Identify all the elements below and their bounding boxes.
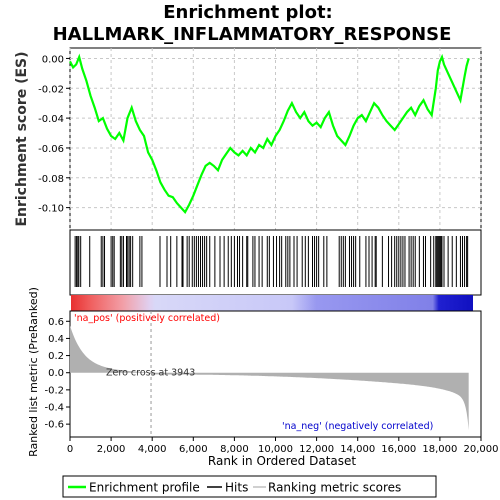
x-tick-label: 4,000 <box>138 444 167 455</box>
metric-y-tick-label: 0.6 <box>48 317 64 328</box>
pos-correlated-label: 'na_pos' (positively correlated) <box>74 313 220 324</box>
x-tick-label: 14,000 <box>340 444 375 455</box>
legend-box <box>62 475 437 498</box>
x-tick-label: 16,000 <box>381 444 416 455</box>
es-y-tick-label: 0.00 <box>42 54 64 65</box>
hits-panel <box>69 229 482 296</box>
legend-hits-label: Hits <box>225 481 248 495</box>
chart-title-line1: Enrichment plot: <box>163 2 333 23</box>
metric-y-tick-label: -0.4 <box>44 403 64 414</box>
metric-y-ticks: -0.6 -0.4 -0.2 0.0 0.2 0.4 0.6 <box>44 317 70 431</box>
es-y-axis-label: Enrichment score (ES) <box>14 51 30 226</box>
metric-y-tick-label: -0.2 <box>44 385 64 396</box>
x-tick-label: 2,000 <box>97 444 126 455</box>
legend: Enrichment profile Hits Ranking metric s… <box>62 475 437 498</box>
metric-x-ticks: 0 2,000 4,000 6,000 8,000 10,000 12,000 14,000 1… <box>67 437 499 455</box>
ranking-metric-area <box>70 325 469 431</box>
enrichment-score-panel: -0.10 -0.08 -0.06 -0.04 -0.02 0.00 Enrichment… <box>14 47 482 231</box>
es-y-tick-label: -0.04 <box>38 114 64 125</box>
x-tick-label: 18,000 <box>422 444 457 455</box>
metric-y-tick-label: -0.6 <box>44 420 64 431</box>
es-y-ticks: -0.10 -0.08 -0.06 -0.04 -0.02 0.00 <box>38 54 70 215</box>
ranked-metric-panel: Zero cross at 3943 'na_pos' (positively … <box>27 287 499 468</box>
chart-title-line2: HALLMARK_INFLAMMATORY_RESPONSE <box>53 24 452 45</box>
neg-correlated-label: 'na_neg' (negatively correlated) <box>282 421 433 432</box>
es-y-tick-label: -0.08 <box>38 174 64 185</box>
hit-markers <box>74 236 469 287</box>
es-y-tick-label: -0.06 <box>38 144 64 155</box>
es-y-tick-label: -0.02 <box>38 84 64 95</box>
x-tick-label: 20,000 <box>464 444 499 455</box>
metric-y-tick-label: 0.2 <box>48 351 64 362</box>
es-y-tick-label: -0.10 <box>38 204 64 215</box>
legend-enrichment-label: Enrichment profile <box>89 481 200 495</box>
x-tick-label: 10,000 <box>258 444 293 455</box>
x-tick-label: 8,000 <box>220 444 249 455</box>
metric-y-tick-label: 0.0 <box>48 368 64 379</box>
x-axis-label: Rank in Ordered Dataset <box>208 454 356 468</box>
x-tick-label: 0 <box>67 444 73 455</box>
es-gridlines <box>69 48 482 230</box>
zero-cross-label: Zero cross at 3943 <box>106 368 195 379</box>
metric-y-axis-label: Ranked list metric (PreRanked) <box>27 287 40 457</box>
ranking-colorbar <box>71 295 473 311</box>
x-tick-label: 12,000 <box>299 444 334 455</box>
metric-y-tick-label: 0.4 <box>48 334 64 345</box>
x-tick-label: 6,000 <box>179 444 208 455</box>
colorbar-gradient <box>71 295 473 311</box>
enrichment-profile-line <box>69 53 470 214</box>
hits-area <box>69 229 482 296</box>
legend-metric-label: Ranking metric scores <box>268 481 401 495</box>
